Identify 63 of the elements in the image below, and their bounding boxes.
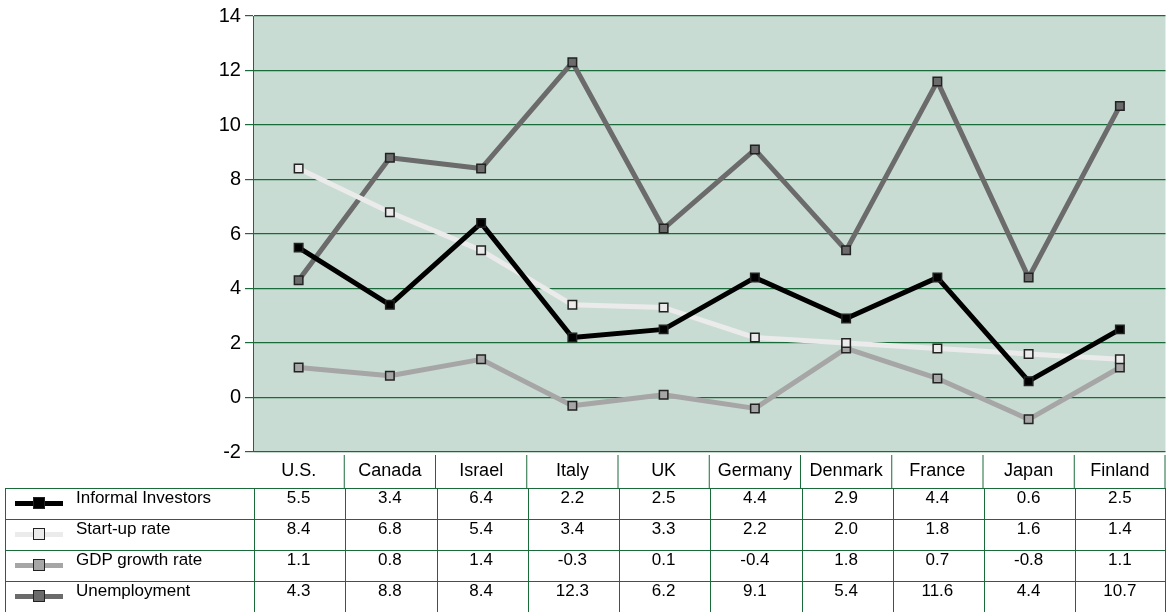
legend-label: GDP growth rate — [76, 550, 203, 571]
data-label: 2.9 — [833, 488, 859, 509]
data-label: 0.8 — [377, 550, 403, 571]
data-label: 4.4 — [1015, 581, 1042, 602]
data-label: 11.6 — [920, 581, 955, 602]
y-tick-label: -2 — [223, 439, 241, 462]
data-label: 1.4 — [1107, 519, 1133, 540]
legend-label: Informal Investors — [76, 488, 212, 509]
x-tick-label: France — [909, 459, 966, 480]
data-label: 12.3 — [554, 581, 590, 602]
x-tick-label: U.S. — [281, 459, 317, 480]
x-tick-label: Denmark — [809, 459, 884, 480]
data-label: 2.5 — [1107, 488, 1133, 509]
data-label: -0.8 — [1012, 550, 1045, 571]
data-label: 8.4 — [285, 519, 312, 540]
data-label: -0.3 — [556, 550, 588, 571]
x-tick-label: Canada — [358, 459, 423, 480]
x-tick-label: Israel — [459, 459, 504, 480]
y-tick-label: 2 — [229, 330, 241, 353]
data-label: 10.7 — [1102, 581, 1138, 602]
y-tick-label: 8 — [229, 167, 241, 190]
data-label: 1.8 — [924, 519, 951, 540]
data-label: 5.4 — [468, 519, 494, 540]
data-label: 0.6 — [1015, 488, 1042, 509]
data-label: 3.3 — [650, 519, 677, 540]
data-label: 9.1 — [742, 581, 768, 602]
data-label: 1.8 — [833, 550, 859, 571]
data-label: 3.4 — [377, 488, 403, 509]
y-tick-label: 12 — [218, 58, 241, 81]
data-label: 8.4 — [468, 581, 494, 602]
data-label: 6.2 — [650, 581, 677, 602]
x-tick-label: Italy — [555, 459, 589, 480]
data-label: 6.8 — [377, 519, 403, 540]
data-label: 4.4 — [742, 488, 768, 509]
data-label: 1.4 — [468, 550, 494, 571]
data-label: 4.3 — [285, 581, 312, 602]
data-label: 3.4 — [559, 519, 586, 540]
data-label: 2.5 — [650, 488, 677, 509]
data-label: 2.0 — [833, 519, 859, 540]
y-tick-label: 0 — [229, 385, 241, 408]
data-label: -0.4 — [739, 550, 771, 571]
data-label: 4.4 — [924, 488, 951, 509]
data-label: 0.1 — [650, 550, 677, 571]
data-label: 1.6 — [1015, 519, 1042, 540]
data-label: 2.2 — [559, 488, 586, 509]
data-label: 6.4 — [468, 488, 494, 509]
data-label: 0.7 — [924, 550, 951, 571]
y-tick-label: 4 — [229, 276, 241, 299]
y-tick-label: 10 — [218, 112, 241, 135]
data-label: 1.1 — [285, 550, 312, 571]
data-label: 2.2 — [742, 519, 768, 540]
data-label: 5.4 — [833, 581, 859, 602]
x-tick-label: Japan — [1004, 459, 1054, 480]
data-label: 5.5 — [285, 488, 312, 509]
y-tick-label: 6 — [229, 221, 241, 244]
data-label: 1.1 — [1107, 550, 1133, 571]
y-tick-label: 14 — [218, 3, 241, 26]
legend-label: Unemployment — [76, 581, 191, 602]
x-tick-label: UK — [651, 459, 677, 480]
legend-label: Start-up rate — [76, 519, 171, 540]
data-label: 8.8 — [377, 581, 403, 602]
x-tick-label: Finland — [1090, 459, 1150, 480]
x-tick-label: Germany — [717, 459, 792, 480]
